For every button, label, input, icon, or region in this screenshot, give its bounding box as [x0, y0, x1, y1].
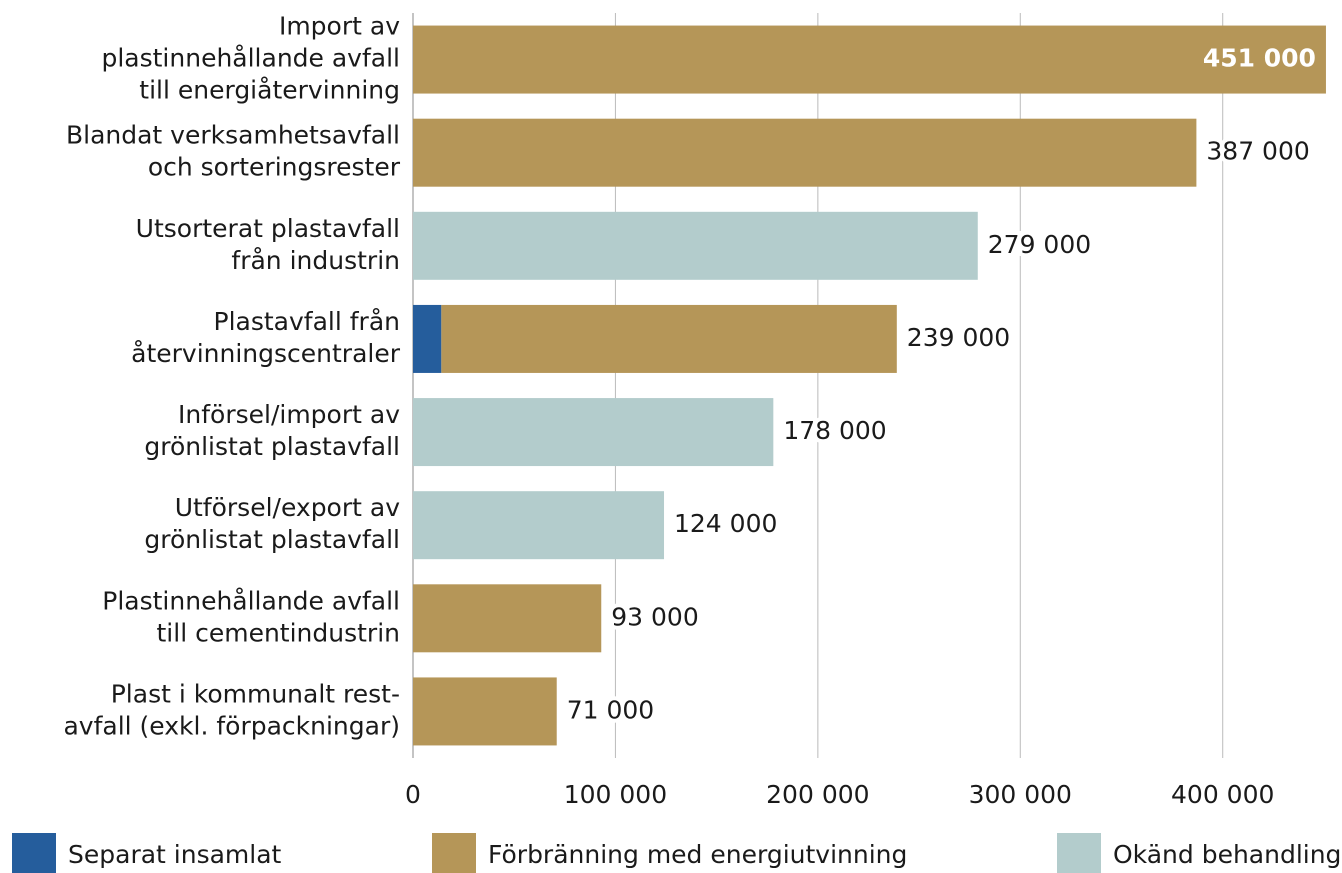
- category-label: Import av: [279, 12, 400, 41]
- bar-segment: [413, 584, 602, 653]
- bar-segment: [413, 398, 774, 467]
- category-label: avfall (exkl. förpackningar): [63, 711, 400, 740]
- category-label: Plastinnehållande avfall: [102, 586, 400, 615]
- category-label: Plast i kommunalt rest-: [111, 679, 400, 708]
- category-label: och sorteringsrester: [148, 153, 401, 182]
- category-label: Plastavfall från: [214, 307, 401, 336]
- bar-segment: [413, 677, 557, 746]
- x-tick-label: 200 000: [766, 780, 869, 809]
- legend-label: Separat insamlat: [68, 840, 282, 869]
- bar-segment: [413, 491, 665, 560]
- bar-segment: [441, 304, 897, 373]
- total-label: 93 000: [611, 602, 698, 631]
- category-label: Blandat verksamhetsavfall: [66, 121, 400, 150]
- total-label: 451 000: [1203, 44, 1316, 73]
- category-label: Utförsel/export av: [175, 493, 400, 522]
- category-label: plastinnehållande avfall: [101, 44, 400, 73]
- total-label: 71 000: [567, 695, 654, 724]
- x-tick-label: 400 000: [1171, 780, 1274, 809]
- x-tick-label: 100 000: [564, 780, 667, 809]
- x-tick-label: 300 000: [969, 780, 1072, 809]
- bar-segment: [413, 211, 978, 280]
- legend-label: Förbränning med energiutvinning: [488, 840, 907, 869]
- legend-swatch: [432, 833, 476, 873]
- category-label: till cementindustrin: [157, 618, 401, 647]
- total-label: 279 000: [988, 230, 1091, 259]
- total-label: 124 000: [674, 509, 777, 538]
- legend-label: Okänd behandling: [1113, 840, 1341, 869]
- total-label: 239 000: [907, 323, 1010, 352]
- bar-segment: [413, 25, 1326, 94]
- legend-swatch: [12, 833, 56, 873]
- category-label: Utsorterat plastavfall: [136, 214, 400, 243]
- category-label: till energiåtervinning: [139, 76, 400, 105]
- total-label: 387 000: [1206, 137, 1309, 166]
- category-label: från industrin: [231, 246, 400, 275]
- bar-segment: [413, 304, 442, 373]
- bar-segment: [413, 118, 1197, 187]
- total-label: 178 000: [783, 416, 886, 445]
- legend-swatch: [1057, 833, 1101, 873]
- category-label: Införsel/import av: [178, 400, 400, 429]
- x-tick-label: 0: [405, 780, 421, 809]
- category-label: grönlistat plastavfall: [144, 432, 400, 461]
- category-label: grönlistat plastavfall: [144, 525, 400, 554]
- category-label: återvinningscentraler: [131, 339, 401, 368]
